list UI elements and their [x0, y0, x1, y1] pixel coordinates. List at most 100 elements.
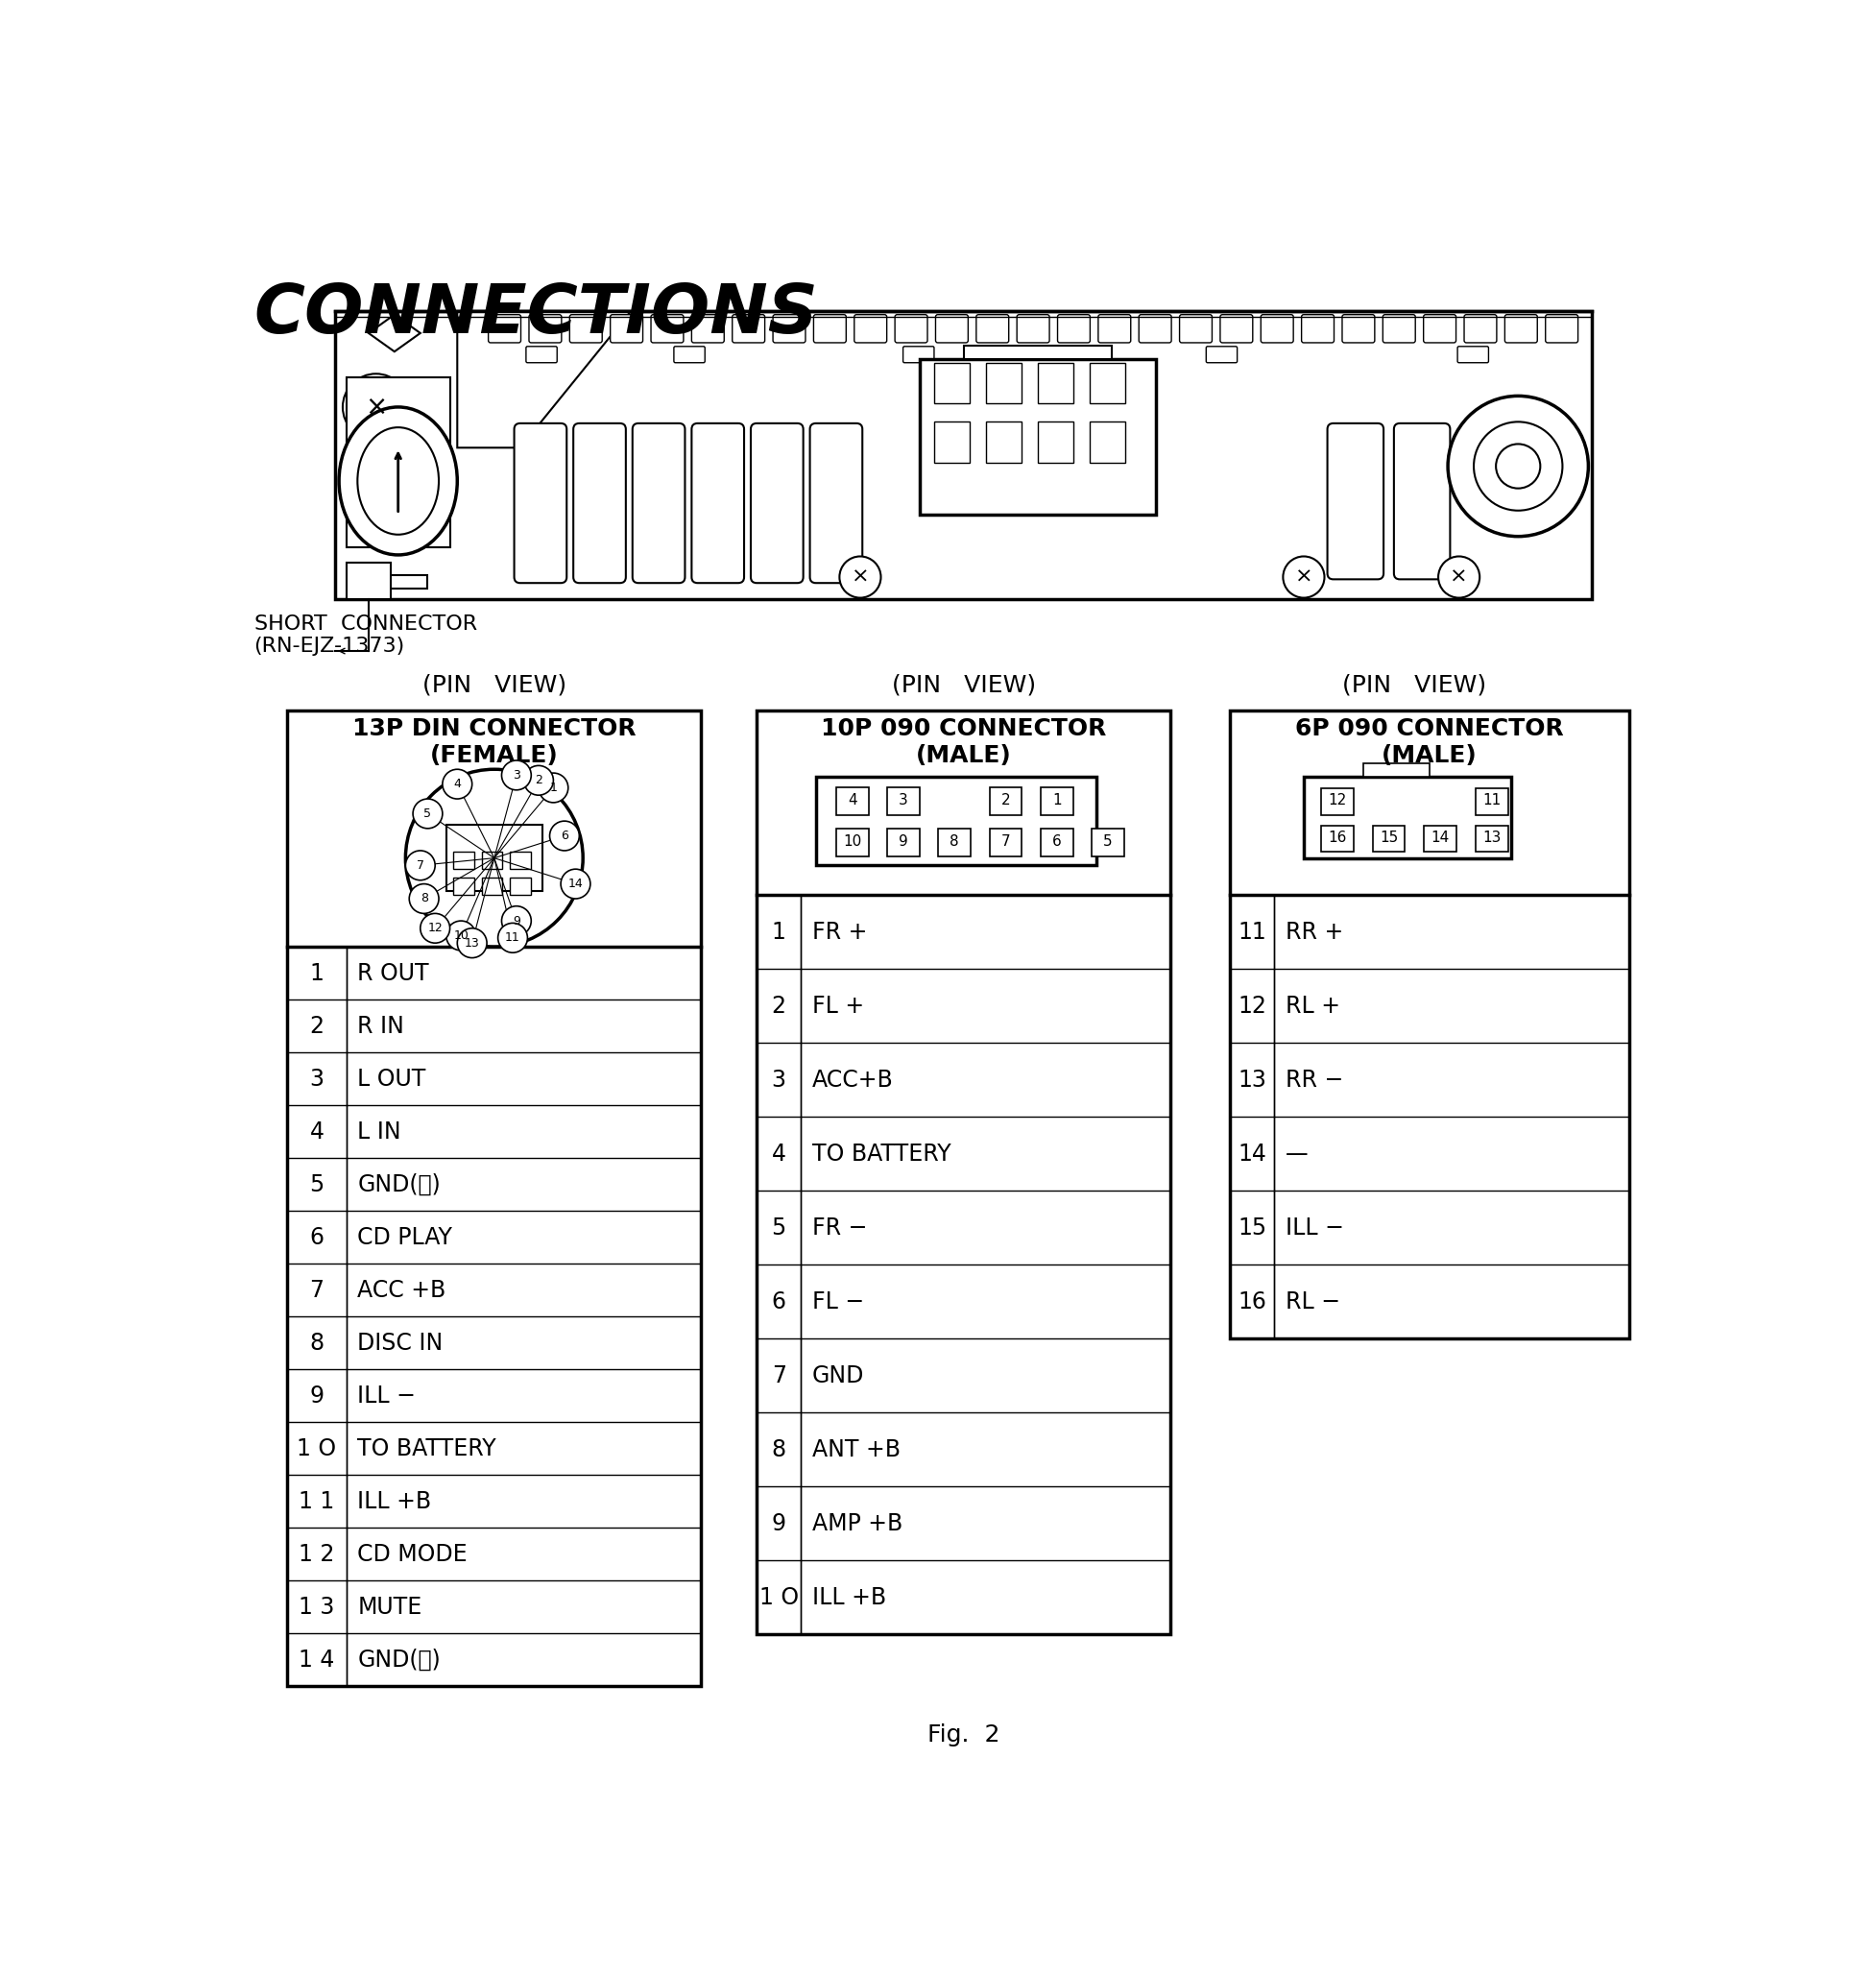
Text: 1: 1 — [310, 962, 325, 986]
Bar — [919, 359, 1156, 513]
FancyBboxPatch shape — [1139, 314, 1171, 344]
Bar — [1092, 828, 1124, 857]
Circle shape — [405, 851, 435, 881]
Bar — [347, 377, 450, 547]
Circle shape — [550, 822, 580, 851]
Text: 10: 10 — [454, 930, 469, 942]
Text: Fig.  2: Fig. 2 — [927, 1722, 1000, 1746]
Text: 1 O: 1 O — [296, 1438, 336, 1460]
FancyBboxPatch shape — [1424, 314, 1456, 344]
Text: 13: 13 — [1238, 1068, 1266, 1092]
Bar — [1373, 826, 1405, 851]
FancyBboxPatch shape — [895, 314, 927, 344]
Text: L OUT: L OUT — [358, 1066, 426, 1090]
Circle shape — [538, 772, 568, 802]
Text: 1 1: 1 1 — [298, 1489, 334, 1513]
Bar — [989, 828, 1022, 857]
Text: 3: 3 — [771, 1068, 786, 1092]
Text: 13: 13 — [465, 936, 480, 950]
Text: RR −: RR − — [1285, 1068, 1343, 1092]
FancyBboxPatch shape — [1394, 423, 1450, 579]
Bar — [1041, 828, 1073, 857]
Bar — [454, 851, 475, 869]
Text: —: — — [1285, 1142, 1308, 1165]
Text: ANT +B: ANT +B — [812, 1438, 900, 1461]
Circle shape — [458, 928, 488, 958]
Bar — [510, 851, 531, 869]
Text: 1: 1 — [1052, 794, 1062, 808]
Bar — [446, 826, 542, 891]
Bar — [1424, 826, 1458, 851]
FancyBboxPatch shape — [1546, 314, 1578, 344]
Text: 14: 14 — [1431, 830, 1450, 845]
Text: 7: 7 — [416, 859, 424, 871]
Text: SHORT  CONNECTOR
(RN-EJZ-1373): SHORT CONNECTOR (RN-EJZ-1373) — [253, 614, 477, 656]
Bar — [1362, 764, 1430, 776]
Text: 8: 8 — [420, 893, 428, 905]
FancyBboxPatch shape — [1302, 314, 1334, 344]
Circle shape — [413, 798, 443, 828]
FancyBboxPatch shape — [488, 314, 522, 344]
Bar — [987, 363, 1021, 403]
Text: L IN: L IN — [358, 1120, 401, 1144]
FancyBboxPatch shape — [1261, 314, 1293, 344]
Text: 10P 090 CONNECTOR
(MALE): 10P 090 CONNECTOR (MALE) — [822, 717, 1107, 766]
FancyBboxPatch shape — [514, 423, 567, 583]
Circle shape — [501, 907, 531, 936]
Text: 4: 4 — [454, 778, 461, 790]
Circle shape — [1439, 557, 1480, 598]
Bar — [1090, 363, 1126, 403]
Text: ACC+B: ACC+B — [812, 1068, 893, 1092]
Text: TO BATTERY: TO BATTERY — [358, 1438, 497, 1460]
FancyBboxPatch shape — [570, 314, 602, 344]
Bar — [837, 788, 869, 816]
Circle shape — [561, 869, 591, 899]
FancyBboxPatch shape — [1058, 314, 1090, 344]
Text: 15: 15 — [1238, 1217, 1266, 1238]
Text: 8: 8 — [949, 835, 959, 849]
Circle shape — [1495, 444, 1540, 488]
Text: CD PLAY: CD PLAY — [358, 1226, 452, 1248]
FancyBboxPatch shape — [814, 314, 846, 344]
Text: 12: 12 — [428, 922, 443, 934]
FancyBboxPatch shape — [854, 314, 887, 344]
Text: 11: 11 — [505, 932, 520, 944]
Text: ILL +B: ILL +B — [812, 1586, 885, 1610]
FancyBboxPatch shape — [1017, 314, 1049, 344]
Text: 9: 9 — [899, 835, 908, 849]
Text: (PIN   VIEW): (PIN VIEW) — [1343, 673, 1486, 697]
Bar — [1037, 423, 1073, 462]
Bar — [934, 363, 970, 403]
Text: 10: 10 — [842, 835, 861, 849]
Text: 14: 14 — [1238, 1142, 1266, 1165]
Bar — [482, 851, 503, 869]
Text: 4: 4 — [848, 794, 857, 808]
FancyBboxPatch shape — [1097, 314, 1131, 344]
Text: ×: × — [364, 393, 386, 421]
Text: 9: 9 — [771, 1513, 786, 1535]
Text: 5: 5 — [771, 1217, 786, 1238]
Bar — [1041, 788, 1073, 816]
Text: ILL −: ILL − — [358, 1384, 416, 1406]
Text: RL −: RL − — [1285, 1290, 1339, 1313]
Text: 11: 11 — [1238, 920, 1266, 944]
Text: ILL +B: ILL +B — [358, 1489, 431, 1513]
Text: CONNECTIONS: CONNECTIONS — [253, 280, 818, 348]
Bar — [510, 877, 531, 895]
Text: MUTE: MUTE — [358, 1596, 422, 1618]
Bar — [1476, 788, 1508, 816]
Text: 6: 6 — [310, 1226, 325, 1248]
FancyBboxPatch shape — [750, 423, 803, 583]
FancyBboxPatch shape — [1180, 314, 1212, 344]
Text: 3: 3 — [512, 768, 520, 782]
FancyBboxPatch shape — [1219, 314, 1253, 344]
FancyBboxPatch shape — [1458, 346, 1488, 363]
FancyBboxPatch shape — [692, 423, 745, 583]
FancyBboxPatch shape — [1341, 314, 1375, 344]
Text: RL +: RL + — [1285, 993, 1339, 1017]
FancyBboxPatch shape — [525, 346, 557, 363]
Bar — [454, 877, 475, 895]
Text: 5: 5 — [424, 808, 431, 820]
Circle shape — [523, 766, 553, 796]
Text: ×: × — [852, 567, 869, 587]
